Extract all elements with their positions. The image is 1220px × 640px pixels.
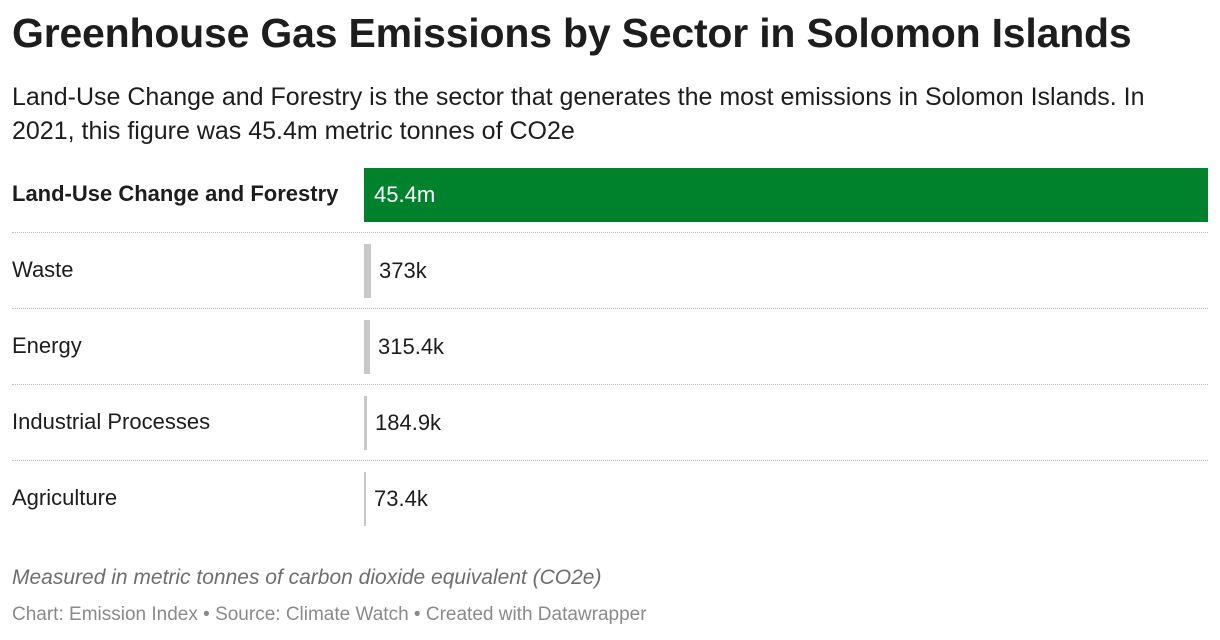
value-label: 184.9k [375,410,442,435]
chart-subtitle: Land-Use Change and Forestry is the sect… [12,83,1145,145]
value-label: 373k [379,258,427,283]
bar [364,396,367,450]
measurement-note: Measured in metric tonnes of carbon diox… [12,566,602,589]
chart-title: Greenhouse Gas Emissions by Sector in So… [12,10,1132,56]
bar [364,244,371,298]
category-label: Agriculture [12,485,118,510]
bar-row: Agriculture 73.4k [0,470,1220,546]
bar [364,320,370,374]
row-divider [12,232,1208,233]
bar-row: Industrial Processes 184.9k [0,394,1220,470]
category-label: Industrial Processes [12,409,211,434]
chart-credit: Chart: Emission Index • Source: Climate … [12,604,647,625]
bar-row: Energy 315.4k [0,318,1220,394]
value-label: 45.4m [374,182,436,207]
row-divider [12,308,1208,309]
category-label: Waste [12,257,74,282]
bar [364,472,366,526]
row-divider [12,460,1208,461]
category-label: Land-Use Change and Forestry [12,181,339,206]
value-label: 315.4k [378,334,445,359]
row-divider [12,384,1208,385]
category-label: Energy [12,333,82,358]
value-label: 73.4k [374,486,428,511]
bar [364,168,1208,222]
bar-row: Land-Use Change and Forestry 45.4m [0,166,1220,242]
bar-row: Waste 373k [0,242,1220,318]
